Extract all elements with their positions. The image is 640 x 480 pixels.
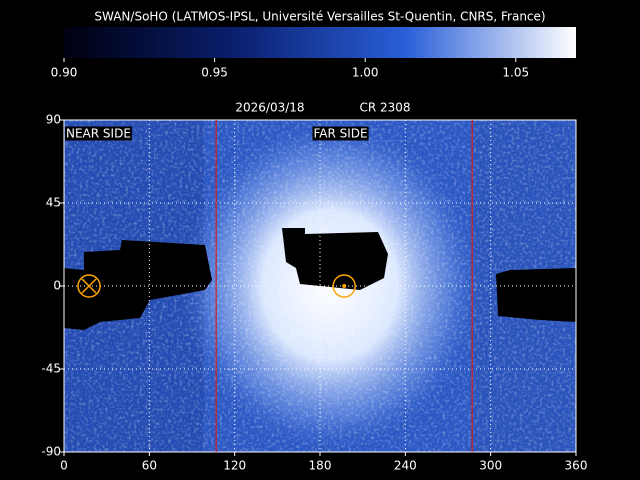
colorbar-tick-label: 1.05 xyxy=(502,66,529,80)
annotation-bg xyxy=(65,126,132,141)
annotation-bg xyxy=(312,126,369,141)
x-tick-label: 0 xyxy=(60,459,68,473)
x-tick-label: 300 xyxy=(479,459,502,473)
chart-title: SWAN/SoHO (LATMOS-IPSL, Université Versa… xyxy=(94,10,545,24)
colorbar-tick-label: 0.95 xyxy=(201,66,228,80)
y-tick-label: -45 xyxy=(41,362,61,376)
y-tick-label: 45 xyxy=(46,196,61,210)
y-tick-label: -90 xyxy=(41,445,61,459)
rotation: CR 2308 xyxy=(359,101,410,115)
marker-ring xyxy=(332,274,356,298)
marker-ring xyxy=(77,274,101,298)
x-tick-label: 180 xyxy=(309,459,332,473)
annotation: FAR SIDE xyxy=(313,127,367,141)
colorbar-tick-label: 0.90 xyxy=(51,66,78,80)
date: 2026/03/18 xyxy=(235,101,304,115)
marker-cross xyxy=(81,278,97,294)
colorbar-tick-label: 1.00 xyxy=(352,66,379,80)
y-tick-label: 0 xyxy=(53,279,61,293)
marker xyxy=(77,274,101,298)
annotation: NEAR SIDE xyxy=(66,127,131,141)
marker-dot xyxy=(342,284,347,288)
x-tick-label: 360 xyxy=(565,459,588,473)
x-tick-label: 120 xyxy=(223,459,246,473)
x-tick-label: 240 xyxy=(394,459,417,473)
x-tick-label: 60 xyxy=(142,459,157,473)
colorbar xyxy=(64,27,576,58)
marker xyxy=(332,274,356,298)
y-tick-label: 90 xyxy=(46,113,61,127)
